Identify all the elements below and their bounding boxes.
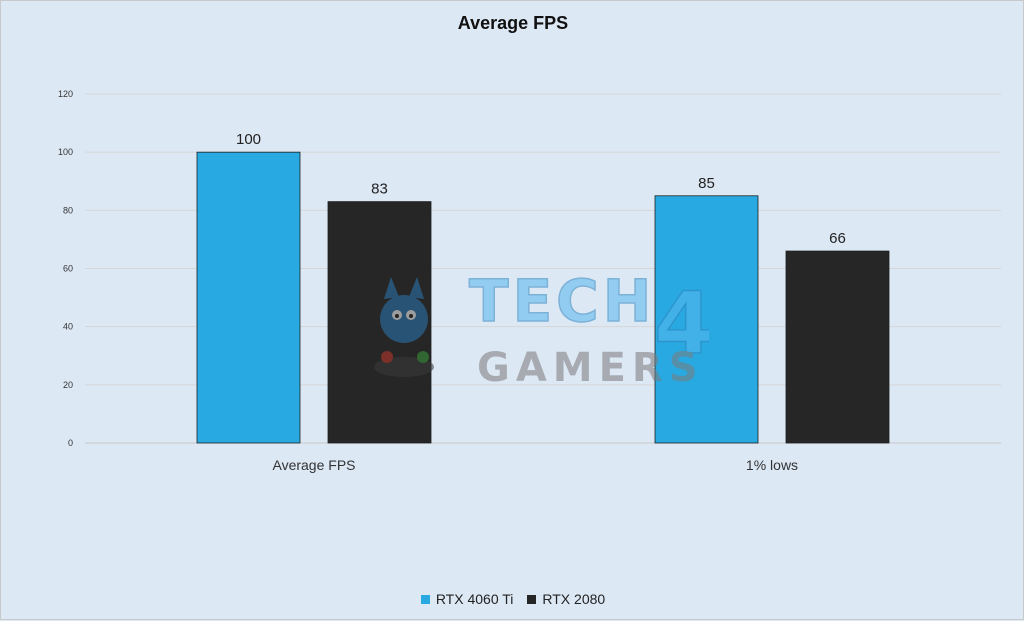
- chart-title: Average FPS: [457, 13, 569, 33]
- y-axis-ticks: 0 20 40 60 80 100 120: [58, 89, 73, 448]
- legend-item: RTX 4060 Ti: [420, 591, 514, 607]
- legend-label: RTX 2080: [542, 591, 606, 607]
- y-tick-label: 80: [63, 205, 73, 215]
- x-axis-categories: Average FPS 1% lows: [272, 457, 798, 473]
- y-tick-label: 120: [58, 89, 73, 99]
- legend-swatch: [420, 594, 430, 604]
- y-tick-label: 0: [68, 438, 73, 448]
- chart-legend: RTX 4060 Ti RTX 2080: [1, 591, 1024, 607]
- bar-rtx-2080: [327, 201, 432, 444]
- bar-rtx-4060-ti: [196, 151, 301, 444]
- y-tick-label: 60: [63, 264, 73, 274]
- bar-rtx-2080: [785, 250, 890, 444]
- bar-rtx-4060-ti: [654, 195, 759, 444]
- y-tick-label: 100: [58, 147, 73, 157]
- data-label: 83: [371, 181, 388, 198]
- legend-swatch: [527, 594, 537, 604]
- x-category-label: 1% lows: [746, 457, 798, 473]
- legend-item: RTX 2080: [527, 591, 605, 607]
- data-label: 66: [829, 230, 846, 247]
- data-labels: 100 83 85 66: [236, 131, 846, 247]
- y-tick-label: 40: [63, 322, 73, 332]
- bars: [196, 151, 890, 444]
- x-category-label: Average FPS: [272, 457, 355, 473]
- y-tick-label: 20: [63, 380, 73, 390]
- data-label: 100: [236, 131, 261, 148]
- data-label: 85: [698, 175, 715, 192]
- legend-label: RTX 4060 Ti: [435, 591, 514, 607]
